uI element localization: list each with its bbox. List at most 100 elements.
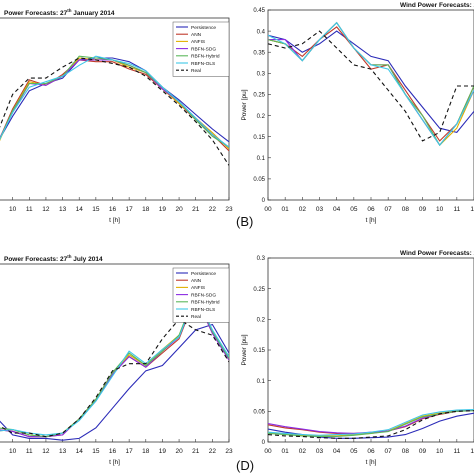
x-tick-label-c: 23 — [225, 448, 233, 455]
x-tick-label-c: 22 — [209, 448, 217, 455]
x-tick-label-c: 16 — [109, 448, 117, 455]
legend-label-a: RBFN-OLS — [191, 61, 215, 67]
y-tick-label-b: 0.2 — [257, 114, 266, 120]
series-line-rbfn-ols-d — [268, 408, 474, 436]
legend-label-c: Persistence — [191, 271, 216, 277]
x-tick-label-c: 18 — [142, 448, 150, 455]
x-tick-label-a: 23 — [225, 206, 233, 213]
x-tick-label-c: 12 — [42, 448, 50, 455]
x-tick-label-c: 14 — [76, 448, 84, 455]
series-line-real-c — [0, 318, 229, 438]
legend-label-a: ANFIS — [191, 39, 205, 45]
legend-label-a: Persistence — [191, 25, 216, 31]
x-tick-label-c: 11 — [26, 448, 33, 455]
x-axis-label-a: t [h] — [109, 217, 120, 224]
x-tick-label-d: 05 — [350, 448, 358, 455]
x-tick-label-a: 19 — [159, 206, 167, 213]
x-tick-label-a: 14 — [76, 206, 84, 213]
legend-label-c: Real — [191, 314, 201, 320]
plot-frame-d — [267, 257, 474, 443]
plot-frame-b — [267, 9, 474, 201]
legend-label-a: ANN — [191, 32, 202, 38]
x-tick-label-b: 10 — [436, 206, 444, 213]
chart-panel-b: 00 01 02 03 04 05 06 07 08 09 10 11 12 0 0.05 0.1 0.15 0.… — [241, 2, 474, 224]
chart-title-part-a: January 2014 — [71, 10, 114, 17]
legend-label-c: RBFN-SDG — [191, 292, 216, 298]
y-tick-label-b: 0.1 — [257, 156, 266, 162]
x-tick-label-b: 11 — [453, 206, 460, 213]
x-tick-label-d: 08 — [402, 448, 410, 455]
y-tick-label-b: 0 — [262, 198, 266, 204]
legend-box-a — [172, 21, 230, 77]
y-tick-label-d: 0.05 — [253, 410, 265, 416]
x-tick-label-c: 20 — [175, 448, 183, 455]
y-tick-label-d: 0.3 — [257, 256, 266, 262]
panel-label-b: (B) — [236, 214, 253, 229]
legend-label-c: RBFN-OLS — [191, 307, 215, 313]
y-tick-label-d: 0.1 — [257, 379, 266, 385]
series-line-persistence-c — [0, 323, 229, 441]
legend-label-a: RBFN-SDG — [191, 46, 216, 52]
chart-panel-c: 10 11 12 13 14 15 16 17 18 19 20 21 22 23 t [h] Power F… — [0, 254, 233, 466]
series-line-real-b — [268, 30, 474, 142]
x-tick-label-a: 12 — [42, 206, 50, 213]
x-axis-label-c: t [h] — [109, 459, 120, 466]
chart-panel-d: 00 01 02 03 04 05 06 07 08 09 10 11 12 0 0.05 0.1 0.15 0.… — [241, 250, 474, 466]
panel-label-d: (D) — [236, 458, 254, 473]
chart-title-part-a: th — [67, 8, 71, 13]
series-line-real-a — [0, 57, 229, 166]
x-tick-label-b: 09 — [419, 206, 427, 213]
x-tick-label-d: 02 — [299, 448, 307, 455]
y-tick-label-b: 0.4 — [257, 29, 266, 35]
x-tick-label-c: 10 — [9, 448, 17, 455]
chart-title-part-c: July 2014 — [71, 256, 102, 263]
x-tick-label-b: 03 — [316, 206, 324, 213]
x-tick-label-c: 17 — [126, 448, 134, 455]
x-tick-label-b: 04 — [333, 206, 341, 213]
x-tick-label-b: 08 — [402, 206, 410, 213]
x-tick-label-d: 12 — [470, 448, 474, 455]
legend-label-a: Real — [191, 68, 201, 74]
x-tick-label-b: 12 — [470, 206, 474, 213]
x-tick-label-d: 10 — [436, 448, 444, 455]
series-line-persistence-b — [268, 30, 474, 134]
x-tick-label-b: 02 — [299, 206, 307, 213]
y-tick-label-b: 0.25 — [253, 93, 265, 99]
y-axis-label-d: Power [pu] — [241, 334, 248, 365]
series-line-rbfn-ols-a — [0, 55, 229, 148]
chart-title-c: Power Forecasts: 27th July 2014 — [4, 254, 103, 263]
chart-title-b: Wind Power Forecasts: 27 — [400, 2, 474, 9]
y-tick-label-d: 0.2 — [257, 318, 266, 324]
x-tick-label-d: 01 — [282, 448, 290, 455]
x-axis-label-b: t [h] — [366, 217, 377, 224]
y-axis-label-b: Power [pu] — [241, 89, 248, 120]
series-line-persistence-a — [0, 57, 229, 143]
x-tick-label-a: 17 — [126, 206, 134, 213]
x-tick-label-a: 10 — [9, 206, 17, 213]
chart-title-d: Wind Power Forecasts: 27 — [400, 250, 474, 257]
chart-title-part-c: th — [67, 254, 71, 259]
legend-label-c: ANN — [191, 278, 202, 284]
chart-panel-a: 10 11 12 13 14 15 16 17 18 19 20 21 22 23 t [h] Power F… — [0, 8, 233, 224]
x-tick-label-b: 01 — [282, 206, 290, 213]
series-line-rbfn-ols-b — [268, 21, 474, 147]
x-tick-label-b: 06 — [367, 206, 375, 213]
x-tick-label-a: 20 — [175, 206, 183, 213]
legend-label-a: RBFN-Hybrid — [191, 54, 220, 60]
x-tick-label-c: 21 — [192, 448, 200, 455]
x-tick-label-a: 11 — [26, 206, 33, 213]
y-tick-label-b: 0.15 — [253, 135, 265, 141]
x-tick-label-a: 18 — [142, 206, 150, 213]
chart-title-a: Power Forecasts: 27th January 2014 — [4, 8, 115, 17]
y-tick-label-b: 0.45 — [253, 8, 265, 14]
x-tick-label-b: 07 — [385, 206, 393, 213]
series-line-ann-d — [268, 409, 474, 434]
legend-label-c: RBFN-Hybrid — [191, 300, 220, 306]
y-tick-label-d: 0.25 — [253, 287, 265, 293]
x-axis-label-d: t [h] — [366, 459, 377, 466]
x-tick-label-d: 03 — [316, 448, 324, 455]
series-line-real-d — [268, 410, 474, 439]
y-tick-label-b: 0.3 — [257, 72, 266, 78]
x-tick-label-d: 04 — [333, 448, 341, 455]
